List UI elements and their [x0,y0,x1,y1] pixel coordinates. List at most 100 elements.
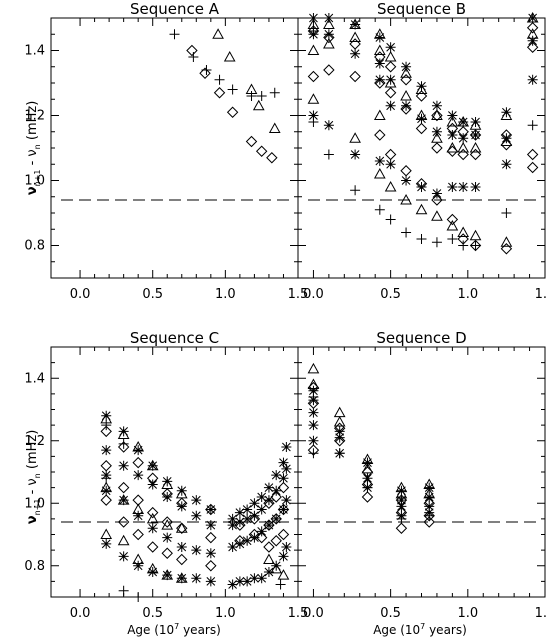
asterisk-marker [278,457,289,468]
asterisk-marker [118,495,129,506]
asterisk-marker [308,420,319,431]
diamond-marker [132,528,144,541]
asterisk-marker [147,567,158,577]
asterisk-marker [133,510,144,521]
diamond-marker [415,90,428,102]
diamond-marker [248,513,261,525]
asterisk-marker [101,485,112,496]
diamond-marker [100,460,112,472]
triangle-marker [373,167,386,179]
triangle-marker [446,115,459,127]
triangle-marker [500,236,513,247]
asterisk-marker [374,58,385,69]
asterisk-marker [385,42,396,53]
asterisk-marker [323,29,334,40]
diamond-marker [526,161,539,174]
diamond-marker [400,103,412,115]
panel-title: Sequence A [130,0,220,18]
asterisk-marker [234,517,245,527]
diamond-marker [270,535,282,547]
asterisk-marker [176,485,187,496]
triangle-marker [373,44,386,55]
asterisk-marker [431,126,442,137]
asterisk-marker [234,538,245,549]
x-axis-label-right: Age (107 years) [373,622,467,637]
asterisk-marker [271,513,282,524]
plus-marker [133,592,144,602]
asterisk-marker [424,482,435,493]
plus-marker [256,91,267,101]
triangle-marker [431,132,443,143]
diamond-marker [186,44,198,57]
diamond-marker [526,22,539,34]
asterisk-marker [191,573,202,584]
asterisk-marker [234,576,245,587]
asterisk-marker [191,495,202,506]
diamond-marker [374,129,386,141]
asterisk-marker [447,182,458,192]
diamond-marker [431,109,443,122]
plus-marker [308,448,319,459]
plus-marker [308,26,319,36]
diamond-marker [423,516,435,528]
asterisk-marker [162,532,173,543]
diamond-marker [415,122,428,135]
y-axis-label-bottom: νn+1 - νn (mHz) [25,430,42,525]
triangle-marker [400,67,412,78]
triangle-marker [161,519,174,530]
triangle-marker [361,462,374,474]
asterisk-marker [227,542,238,552]
asterisk-marker [256,573,267,584]
asterisk-marker [263,520,274,531]
diamond-marker [374,77,386,89]
triangle-marker [323,18,335,29]
x-tick-label: 0.5 [380,606,401,621]
diamond-marker [349,38,361,50]
asterisk-marker [350,19,361,30]
diamond-marker [384,87,397,99]
plus-marker [201,65,212,75]
diamond-marker [161,516,173,528]
asterisk-marker [271,470,282,481]
diamond-marker [384,148,397,161]
asterisk-marker [281,442,292,452]
x-tick-label: 1.0 [215,606,236,621]
asterisk-marker [308,435,319,446]
asterisk-marker [118,551,129,562]
asterisk-marker [470,182,481,192]
triangle-marker [307,93,320,104]
asterisk-marker [234,507,245,518]
plus-marker [447,234,458,244]
asterisk-marker [242,504,253,515]
asterisk-marker [362,473,373,484]
plus-marker [501,208,512,218]
asterisk-marker [227,579,238,590]
asterisk-marker [424,492,435,502]
plot-frame [297,346,546,598]
diamond-marker [146,541,159,553]
diamond-marker [431,194,443,206]
plus-marker [431,237,442,248]
asterisk-marker [147,460,158,471]
plus-marker [374,204,385,215]
asterisk-marker [350,149,361,160]
asterisk-marker [281,463,292,474]
x-tick-label: 0.5 [142,606,163,621]
triangle-marker [100,528,113,539]
diamond-marker [213,87,226,99]
plus-marker [169,29,180,40]
asterisk-marker [416,113,427,124]
triangle-marker [446,141,459,153]
plus-marker [362,482,373,493]
asterisk-marker [263,495,274,506]
triangle-marker [323,37,335,49]
triangle-marker [446,219,459,231]
triangle-marker [175,522,188,533]
asterisk-marker [162,570,173,581]
diamond-marker [323,31,335,44]
diamond-marker [431,142,443,154]
asterisk-marker [308,110,319,121]
asterisk-marker [242,513,253,524]
triangle-marker [307,362,320,374]
